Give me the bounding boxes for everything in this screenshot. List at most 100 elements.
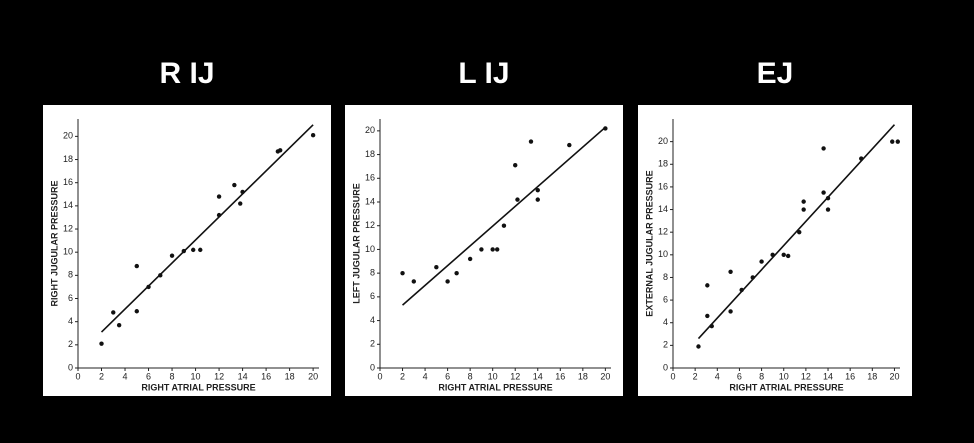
y-tick-label: 12: [365, 220, 375, 230]
y-axis-label: RIGHT JUGULAR PRESSURE: [49, 180, 59, 306]
y-tick-label: 8: [370, 268, 375, 278]
x-tick-label: 6: [146, 371, 151, 381]
y-tick-label: 8: [68, 270, 73, 280]
y-tick-label: 2: [68, 339, 73, 349]
fit-line: [402, 126, 606, 306]
x-axis-label: RIGHT ATRIAL PRESSURE: [438, 382, 552, 392]
x-tick-label: 10: [488, 371, 498, 381]
point: [821, 190, 826, 195]
y-tick-label: 2: [663, 340, 668, 350]
x-tick-label: 2: [99, 371, 104, 381]
point: [705, 283, 710, 288]
x-tick-label: 18: [867, 371, 877, 381]
y-tick-label: 8: [663, 272, 668, 282]
x-tick-label: 4: [715, 371, 720, 381]
x-tick-label: 20: [889, 371, 899, 381]
point: [278, 148, 283, 153]
x-tick-label: 16: [261, 371, 271, 381]
point: [494, 247, 500, 252]
fit-line: [697, 124, 896, 340]
point: [781, 252, 786, 258]
x-tick-label: 10: [191, 371, 201, 381]
x-tick-label: 0: [75, 371, 80, 381]
point: [454, 270, 459, 276]
y-tick-label: 0: [370, 362, 375, 372]
y-tick-label: 12: [658, 227, 668, 237]
y-tick-label: 20: [658, 136, 668, 146]
y-tick-label: 0: [663, 362, 668, 372]
x-tick-label: 8: [759, 371, 764, 381]
point: [801, 199, 806, 204]
x-tick-label: 8: [170, 371, 175, 381]
x-axis-label: RIGHT ATRIAL PRESSURE: [729, 382, 843, 392]
x-tick-label: 14: [238, 371, 248, 381]
x-tick-label: 0: [670, 371, 675, 381]
point: [728, 269, 733, 274]
point: [821, 146, 826, 151]
y-axis-label: EXTERNAL JUGULAR PRESSURE: [644, 170, 654, 316]
point: [310, 133, 316, 138]
point: [890, 139, 895, 144]
point: [111, 310, 116, 315]
y-axis-label: LEFT JUGULAR PRESSURE: [351, 183, 361, 304]
y-tick-label: 14: [63, 200, 73, 210]
y-tick-label: 16: [365, 173, 375, 183]
y-tick-label: 12: [63, 223, 73, 233]
point: [232, 182, 237, 188]
point: [116, 322, 122, 328]
y-tick-label: 20: [365, 125, 375, 135]
x-tick-label: 0: [377, 371, 382, 381]
x-tick-label: 6: [737, 371, 742, 381]
y-tick-label: 10: [63, 247, 73, 257]
point: [134, 309, 139, 314]
point: [535, 197, 540, 202]
x-tick-label: 14: [533, 371, 543, 381]
y-tick-label: 6: [68, 293, 73, 303]
y-tick-label: 18: [658, 159, 668, 169]
y-tick-label: 14: [658, 204, 668, 214]
point: [797, 229, 802, 235]
point: [198, 247, 203, 253]
x-tick-label: 12: [214, 371, 224, 381]
point: [490, 247, 495, 252]
point: [567, 142, 572, 148]
point: [411, 279, 417, 284]
y-tick-label: 2: [370, 339, 375, 349]
x-axis-label: RIGHT ATRIAL PRESSURE: [141, 382, 255, 392]
point: [895, 139, 900, 144]
y-tick-label: 4: [663, 317, 668, 327]
point: [445, 279, 450, 284]
point: [705, 313, 710, 319]
x-tick-label: 14: [823, 371, 833, 381]
x-tick-label: 16: [845, 371, 855, 381]
point: [238, 201, 243, 206]
chart-title: R IJ: [159, 57, 214, 90]
y-tick-label: 6: [370, 291, 375, 301]
point: [513, 163, 518, 168]
point: [528, 139, 534, 144]
point: [169, 253, 175, 258]
point: [191, 247, 196, 253]
x-tick-label: 18: [285, 371, 295, 381]
point: [785, 253, 791, 259]
panel: [638, 105, 912, 396]
y-tick-label: 4: [68, 316, 73, 326]
point: [535, 187, 540, 193]
point: [216, 194, 222, 199]
y-tick-label: 4: [370, 315, 375, 325]
y-tick-label: 18: [63, 154, 73, 164]
y-tick-label: 20: [63, 131, 73, 141]
y-tick-label: 16: [658, 181, 668, 191]
point: [515, 197, 520, 202]
y-tick-label: 0: [68, 362, 73, 372]
y-tick-label: 10: [658, 249, 668, 259]
x-tick-label: 12: [510, 371, 520, 381]
chart-title: L IJ: [458, 57, 509, 90]
chart-title: EJ: [757, 57, 794, 90]
x-tick-label: 10: [779, 371, 789, 381]
x-tick-label: 6: [445, 371, 450, 381]
fit-line: [100, 124, 314, 333]
point: [501, 223, 507, 228]
